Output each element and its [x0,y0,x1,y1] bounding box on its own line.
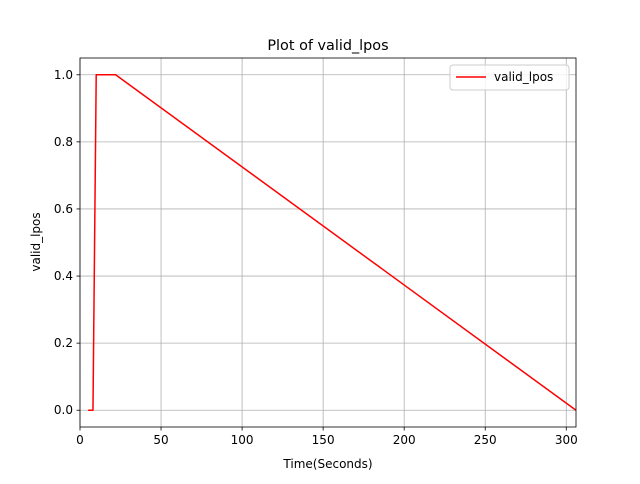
x-tick-label: 150 [312,433,335,447]
x-tick-label: 250 [474,433,497,447]
x-tick-label: 200 [393,433,416,447]
x-tick-label: 50 [153,433,168,447]
legend-label-valid-lpos: valid_lpos [494,70,553,84]
y-axis-ticks: 0.0 0.2 0.4 0.6 0.8 1.0 [54,68,80,417]
x-tick-label: 100 [231,433,254,447]
y-axis-label: valid_lpos [29,212,43,271]
x-axis-label: Time(Seconds) [282,457,372,471]
y-tick-label: 0.0 [54,403,73,417]
y-tick-label: 0.2 [54,336,73,350]
y-tick-label: 0.6 [54,202,73,216]
legend-box [449,64,570,91]
legend: valid_lpos [449,64,570,91]
x-tick-label: 300 [555,433,578,447]
y-tick-label: 1.0 [54,68,73,82]
series-line-valid-lpos [88,74,577,411]
x-tick-label: 0 [76,433,84,447]
chart-title: Plot of valid_lpos [267,38,388,54]
series-layer [88,74,577,411]
y-tick-label: 0.8 [54,135,73,149]
x-axis-ticks: 0 50 100 150 200 250 300 [76,427,578,447]
grid [79,58,576,427]
y-tick-label: 0.4 [54,269,73,283]
plot-frame [79,57,577,428]
